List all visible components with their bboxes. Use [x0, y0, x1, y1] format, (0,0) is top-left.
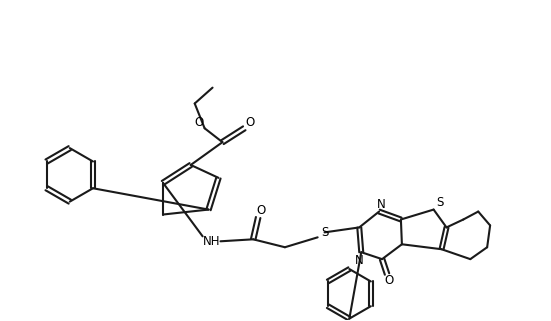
- Text: N: N: [377, 198, 386, 211]
- Text: O: O: [385, 274, 393, 287]
- Text: O: O: [257, 204, 266, 217]
- Text: O: O: [246, 116, 255, 129]
- Text: S: S: [436, 196, 443, 209]
- Text: NH: NH: [203, 235, 220, 248]
- Text: O: O: [194, 116, 203, 129]
- Text: S: S: [321, 226, 328, 239]
- Text: N: N: [355, 254, 364, 267]
